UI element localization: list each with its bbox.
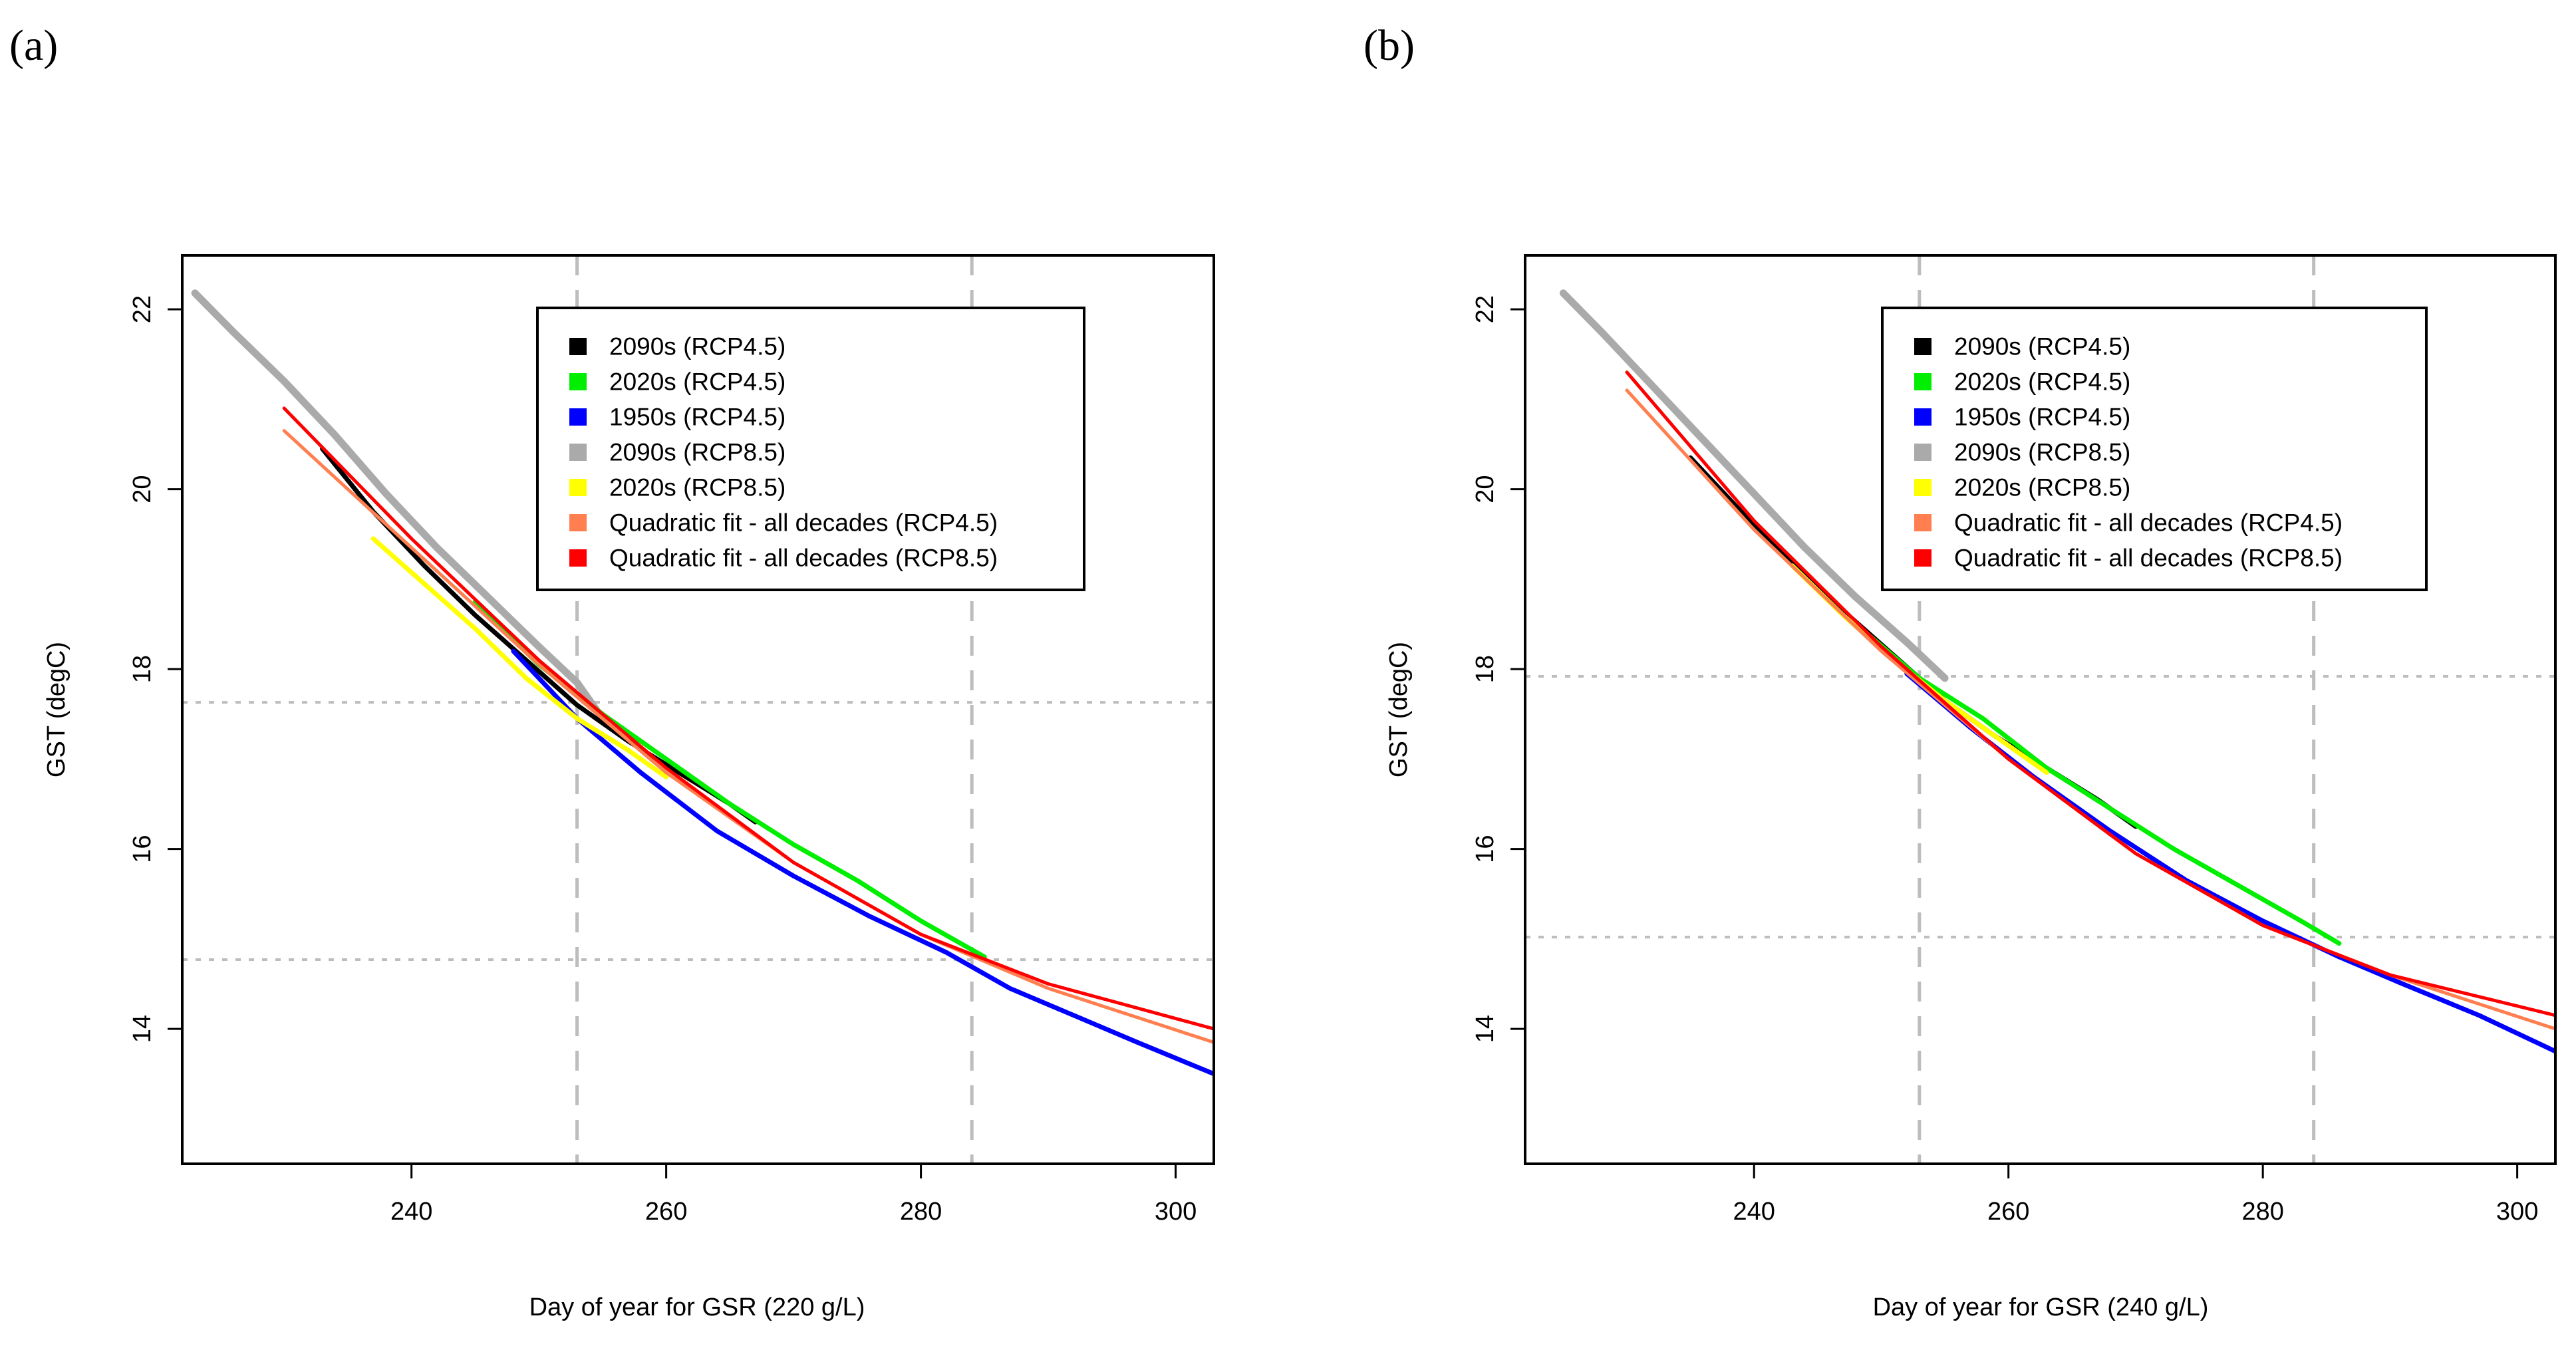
legend-swatch [569,479,587,496]
legend: 2090s (RCP4.5) 2020s (RCP4.5) 1950s (RCP4.… [536,307,1085,591]
legend-swatch [1914,479,1932,496]
legend-swatch [569,373,587,390]
x-tick-label: 260 [645,1198,687,1226]
y-axis-label: GST (degC) [43,642,71,777]
x-tick-label: 260 [1987,1198,2029,1226]
x-tick-label: 240 [390,1198,432,1226]
legend-entry-label: Quadratic fit - all decades (RCP4.5) [1954,509,2343,537]
legend-entry-label: 2020s (RCP4.5) [609,368,786,396]
y-tick-label: 16 [128,835,156,863]
panel-label: (a) [9,21,58,70]
legend-swatch [569,338,587,355]
y-axis-label: GST (degC) [1385,642,1413,777]
legend-swatch [569,444,587,461]
legend-entry-label: 2090s (RCP8.5) [609,439,786,466]
chart-panel-1: (b) 240 260 280 300 14 16 18 20 22 Day of year for… [1363,21,2557,1321]
legend-entry-label: Quadratic fit - all decades (RCP8.5) [1954,545,2343,572]
legend-box [1881,307,2428,591]
x-tick-label: 280 [900,1198,942,1226]
x-axis-label: Day of year for GSR (220 g/L) [529,1293,865,1321]
legend-entry-label: 1950s (RCP4.5) [1954,404,2130,431]
series-line [370,536,669,779]
y-tick-label: 16 [1471,835,1499,863]
legend-entry-label: Quadratic fit - all decades (RCP8.5) [609,545,998,572]
x-tick-label: 300 [2496,1198,2538,1226]
series-line [1559,289,1949,682]
legend-entry-label: Quadratic fit - all decades (RCP4.5) [609,509,998,537]
x-axis-label: Day of year for GSR (240 g/L) [1873,1293,2209,1321]
series-line [1625,370,2555,1017]
panel-label: (b) [1363,21,1415,70]
y-tick-label: 20 [1471,475,1499,503]
plot-frame [181,254,1215,1165]
legend-swatch [1914,338,1932,355]
legend-entry-label: 2090s (RCP8.5) [1954,439,2130,466]
legend-swatch [569,514,587,531]
y-tick-label: 22 [128,295,156,323]
chart-panel-0: (a) 240 260 280 300 14 16 18 20 22 Day of year for… [9,21,1215,1321]
legend-swatch [1914,514,1932,531]
legend-box [536,307,1085,591]
legend-swatch [1914,444,1932,461]
legend-entry-label: 2090s (RCP4.5) [609,333,786,360]
legend-swatch [569,408,587,426]
legend-entry-label: 1950s (RCP4.5) [609,404,786,431]
series-group [191,289,1214,1077]
series-line [282,429,1214,1044]
series-group [1559,289,2555,1054]
legend-entry-label: 2020s (RCP8.5) [609,474,786,501]
legend-entry-label: 2090s (RCP4.5) [1954,333,2130,360]
series-line [1904,671,2555,1054]
legend-swatch [569,549,587,567]
legend-swatch [1914,373,1932,390]
legend-entry-label: 2020s (RCP8.5) [1954,474,2130,501]
series-line [191,289,607,722]
y-tick-label: 22 [1471,295,1499,323]
series-line [511,648,1214,1077]
y-tick-label: 20 [128,475,156,503]
x-tick-label: 280 [2241,1198,2283,1226]
legend: 2090s (RCP4.5) 2020s (RCP4.5) 1950s (RCP4.… [1881,307,2428,591]
y-tick-label: 14 [1471,1015,1499,1043]
x-tick-label: 240 [1733,1198,1775,1226]
y-tick-label: 18 [128,655,156,683]
y-tick-label: 18 [1471,655,1499,683]
series-line [1853,622,2342,946]
legend-swatch [1914,549,1932,567]
plot-frame [1524,254,2557,1165]
legend-swatch [1914,408,1932,426]
x-tick-label: 300 [1155,1198,1197,1226]
legend-entry-label: 2020s (RCP4.5) [1954,368,2130,396]
series-line [282,406,1214,1031]
y-tick-label: 14 [128,1015,156,1043]
